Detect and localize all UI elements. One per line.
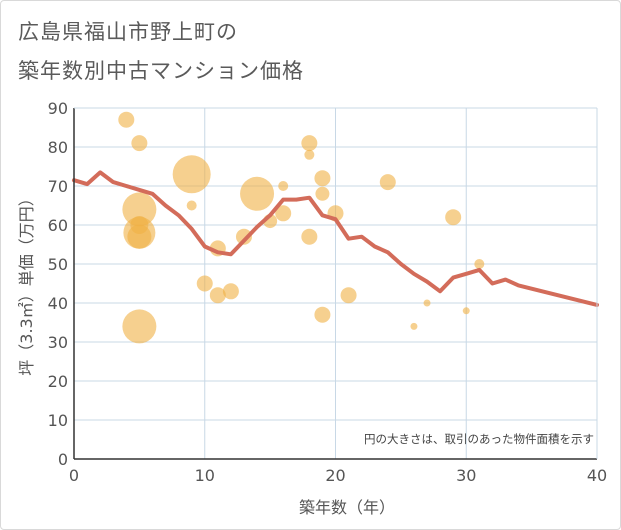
y-tick-label: 90 <box>48 99 68 118</box>
x-tick-label: 40 <box>587 466 607 485</box>
data-bubble <box>301 135 318 152</box>
data-bubble <box>131 135 148 152</box>
x-tick-label: 20 <box>325 466 345 485</box>
data-bubble <box>445 209 462 226</box>
data-bubble <box>304 149 315 160</box>
data-bubble <box>462 307 470 315</box>
data-bubble <box>340 287 357 304</box>
data-bubble <box>209 287 226 304</box>
data-bubble <box>127 224 152 249</box>
data-bubble <box>235 228 252 245</box>
data-bubble <box>118 111 135 128</box>
x-axis-label: 築年数（年） <box>299 498 395 517</box>
bubble-series <box>118 111 485 344</box>
y-tick-label: 0 <box>58 450 68 469</box>
data-bubble <box>222 283 239 300</box>
data-bubble <box>122 309 157 344</box>
bubble-size-note: 円の大きさは、取引のあった物件面積を示す <box>364 432 594 446</box>
data-bubble <box>314 170 331 187</box>
data-bubble <box>240 176 275 211</box>
x-tick-label: 10 <box>195 466 215 485</box>
y-tick-label: 80 <box>48 138 68 157</box>
data-bubble <box>315 186 330 201</box>
data-bubble <box>301 228 318 245</box>
data-bubble <box>474 259 485 269</box>
tick-labels: 0 10 20 30 40 0 10 20 30 40 50 60 70 80 90 <box>48 99 608 485</box>
data-bubble <box>186 200 197 211</box>
y-tick-label: 10 <box>48 411 68 430</box>
y-tick-label: 60 <box>48 216 68 235</box>
data-bubble <box>314 306 331 323</box>
axes <box>73 107 598 460</box>
y-tick-label: 20 <box>48 372 68 391</box>
data-bubble <box>423 299 431 307</box>
data-bubble <box>122 192 157 227</box>
chart-title-line2: 築年数別中古マンション価格 <box>18 59 304 83</box>
y-tick-label: 70 <box>48 177 68 196</box>
data-bubble <box>278 181 289 191</box>
x-tick-label: 30 <box>456 466 476 485</box>
y-tick-label: 50 <box>48 255 68 274</box>
data-bubble <box>275 205 292 222</box>
chart-title-line1: 広島県福山市野上町の <box>18 20 238 44</box>
data-bubble <box>410 322 418 330</box>
y-tick-label: 40 <box>48 294 68 313</box>
x-tick-label: 0 <box>69 466 79 485</box>
y-tick-label: 30 <box>48 333 68 352</box>
data-bubble <box>379 174 396 191</box>
data-bubble <box>196 275 213 292</box>
data-bubble <box>172 155 211 194</box>
trend-line <box>72 170 599 307</box>
y-axis-label: 坪（3.3㎡）単価（万円） <box>17 190 36 375</box>
